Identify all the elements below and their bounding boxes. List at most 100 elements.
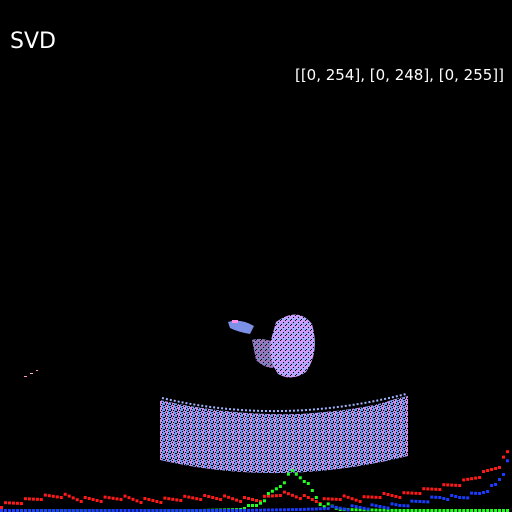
- histogram-point: [91, 498, 95, 501]
- histogram-point: [298, 497, 302, 500]
- histogram-point: [223, 509, 227, 512]
- histogram-point: [263, 508, 266, 512]
- histogram-point: [27, 497, 31, 501]
- histogram-point: [99, 509, 103, 512]
- histogram-point: [398, 509, 402, 512]
- histogram-point: [506, 450, 509, 454]
- histogram-point: [143, 509, 147, 512]
- histogram-point: [450, 483, 454, 487]
- histogram-point: [4, 509, 7, 512]
- histogram-point: [39, 509, 43, 512]
- histogram-point: [462, 509, 466, 512]
- histogram-point: [374, 495, 378, 499]
- histogram-point: [223, 494, 227, 498]
- histogram-point: [274, 508, 278, 512]
- histogram-point: [370, 495, 374, 499]
- histogram-point: [211, 496, 215, 499]
- histogram-point: [402, 509, 406, 512]
- histogram-point: [402, 504, 406, 508]
- histogram-point: [366, 507, 370, 511]
- histogram-point: [414, 509, 418, 512]
- histogram-point: [442, 483, 446, 487]
- histogram-point: [310, 498, 314, 501]
- histogram-point: [294, 472, 298, 476]
- histogram-point: [171, 497, 175, 501]
- histogram-point: [151, 499, 155, 502]
- histogram-point: [490, 468, 494, 471]
- histogram-point: [211, 509, 215, 512]
- histogram-point: [434, 495, 438, 499]
- histogram-point: [410, 509, 414, 512]
- histogram-point: [171, 509, 175, 512]
- histogram-point: [195, 497, 199, 501]
- histogram-point: [139, 501, 143, 504]
- histogram-point: [374, 508, 378, 512]
- histogram-point: [450, 494, 454, 497]
- histogram-point: [227, 495, 231, 499]
- histogram-point: [270, 508, 274, 512]
- histogram-point: [310, 489, 314, 492]
- histogram-point: [438, 509, 442, 512]
- histogram-point: [378, 505, 382, 508]
- histogram-point: [83, 496, 87, 499]
- histogram-point: [438, 488, 442, 491]
- histogram-point: [127, 496, 131, 500]
- histogram-point: [155, 500, 159, 503]
- histogram-point: [63, 509, 67, 512]
- histogram-point: [99, 500, 103, 503]
- histogram-point: [95, 499, 99, 502]
- histogram-point: [470, 477, 474, 481]
- histogram-point: [0, 506, 3, 509]
- histogram-point: [370, 508, 374, 512]
- histogram-point: [394, 508, 398, 512]
- histogram-point: [243, 508, 246, 512]
- histogram-point: [282, 481, 286, 485]
- histogram-point: [478, 476, 482, 479]
- histogram-point: [354, 498, 358, 502]
- histogram-point: [494, 483, 498, 486]
- histogram-point: [243, 496, 246, 499]
- red-channel-series: [0, 450, 509, 509]
- histogram-point: [227, 509, 231, 512]
- histogram-point: [191, 509, 195, 512]
- histogram-point: [139, 509, 143, 512]
- histogram-point: [191, 496, 195, 500]
- histogram-point: [71, 509, 75, 512]
- histogram-point: [414, 499, 418, 503]
- histogram-point: [215, 497, 219, 500]
- histogram-point: [63, 492, 67, 496]
- histogram-point: [259, 501, 262, 505]
- histogram-point: [458, 496, 462, 499]
- histogram-point: [199, 509, 203, 512]
- histogram-point: [143, 497, 147, 500]
- histogram-point: [430, 509, 434, 512]
- histogram-point: [51, 494, 55, 498]
- histogram-point: [51, 509, 55, 512]
- histogram-point: [259, 500, 262, 503]
- histogram-point: [302, 507, 306, 511]
- histogram-point: [270, 494, 274, 498]
- histogram-point: [354, 508, 358, 512]
- window-title: SVD: [10, 29, 56, 54]
- histogram-point: [23, 509, 27, 512]
- histogram-point: [0, 509, 3, 512]
- histogram-point: [402, 491, 406, 495]
- histogram-point: [278, 485, 282, 488]
- histogram-point: [147, 498, 151, 501]
- histogram-point: [255, 499, 258, 502]
- histogram-point: [334, 497, 338, 501]
- histogram-point: [378, 496, 382, 499]
- histogram-point: [47, 509, 51, 512]
- histogram-point: [290, 508, 294, 512]
- histogram-point: [159, 509, 163, 512]
- histogram-point: [498, 466, 501, 469]
- histogram-point: [498, 478, 501, 481]
- histogram-point: [482, 491, 486, 494]
- histogram-point: [314, 507, 318, 511]
- histogram-point: [235, 509, 239, 512]
- histogram-point: [298, 508, 302, 511]
- histogram-point: [251, 504, 254, 507]
- histogram-point: [470, 509, 474, 512]
- histogram-point: [19, 509, 23, 512]
